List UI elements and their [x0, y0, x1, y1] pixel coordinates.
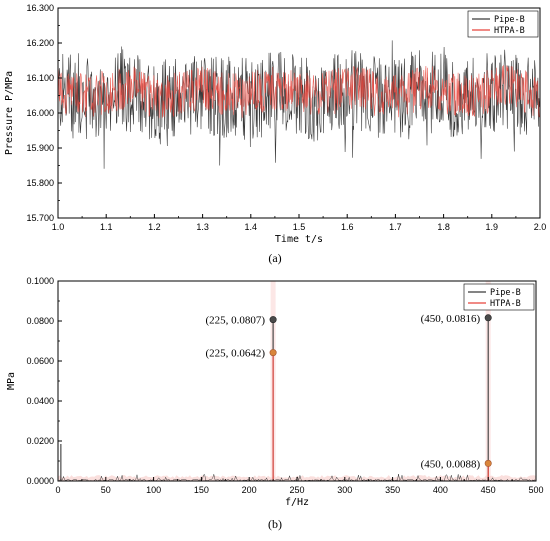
- legend-box: [467, 10, 539, 38]
- y-tick-label: 15.800: [26, 178, 54, 188]
- x-axis-title: Time t/s: [275, 234, 323, 245]
- x-tick-label: 1.2: [148, 222, 161, 232]
- pipe-b-noise: [58, 473, 536, 481]
- x-tick-label: 400: [433, 485, 448, 495]
- x-tick-label: 500: [528, 485, 543, 495]
- annotation-marker: [269, 316, 277, 324]
- annotation-label: (450, 0.0816): [421, 313, 481, 325]
- legend-label: HTPA-B: [490, 299, 521, 309]
- x-tick-label: 200: [242, 485, 257, 495]
- y-tick-label: 15.900: [26, 143, 54, 153]
- y-tick-label: 16.000: [26, 108, 54, 118]
- x-tick-label: 2.0: [534, 222, 547, 232]
- x-tick-label: 1.3: [196, 222, 209, 232]
- series-line-htpa-b: [58, 65, 540, 119]
- x-tick-label: 450: [481, 485, 496, 495]
- x-tick-label: 1.4: [245, 222, 258, 232]
- x-tick-label: 50: [101, 485, 111, 495]
- plot-area: [58, 40, 540, 169]
- legend-label: Pipe-B: [494, 15, 525, 25]
- y-tick-label: 0.0000: [26, 476, 54, 486]
- x-tick-label: 1.0: [52, 222, 65, 232]
- legend-box: [463, 283, 535, 311]
- y-axis-title: MPa: [6, 372, 17, 390]
- x-tick-label: 250: [289, 485, 304, 495]
- x-tick-label: 100: [146, 485, 161, 495]
- x-axis-title: f/Hz: [285, 497, 309, 508]
- y-tick-label: 0.0200: [26, 436, 54, 446]
- y-tick-label: 16.200: [26, 38, 54, 48]
- plot-frame: [57, 280, 537, 482]
- x-tick-label: 1.1: [100, 222, 113, 232]
- panel-label: (a): [268, 251, 281, 265]
- x-tick-label: 1.6: [341, 222, 354, 232]
- y-tick-label: 16.300: [26, 3, 54, 13]
- x-tick-label: 1.8: [437, 222, 450, 232]
- x-tick-label: 1.9: [486, 222, 499, 232]
- y-tick-label: 16.100: [26, 73, 54, 83]
- x-tick-label: 0: [55, 485, 60, 495]
- annotation-marker: [484, 314, 492, 322]
- y-tick-label: 0.1000: [26, 276, 54, 286]
- plot-area: [58, 281, 536, 481]
- legend-label: Pipe-B: [490, 288, 521, 298]
- y-tick-label: 0.0400: [26, 396, 54, 406]
- chart-panel-a: 1.0 1.1 1.2 1.3 1.4 1.5 1.6 1.7 1.8 1.9 2.0 15.700 1…: [4, 3, 546, 265]
- annotation-marker: [484, 459, 492, 467]
- y-tick-label: 0.0800: [26, 316, 54, 326]
- chart-panel-b: (225, 0.0807) (225, 0.0642) (450, 0.0816) (…: [6, 276, 544, 531]
- annotation-label: (225, 0.0642): [206, 348, 266, 360]
- y-tick-label: 0.0600: [26, 356, 54, 366]
- annotation-label: (450, 0.0088): [421, 458, 481, 470]
- legend-label: HTPA-B: [494, 26, 525, 36]
- panel-label: (b): [268, 517, 282, 531]
- y-axis-title: Pressure P/MPa: [4, 71, 15, 155]
- annotation-marker: [269, 349, 277, 357]
- y-tick-label: 15.700: [26, 213, 54, 223]
- x-tick-label: 300: [337, 485, 352, 495]
- annotation-label: (225, 0.0807): [206, 315, 266, 327]
- x-tick-label: 1.7: [389, 222, 402, 232]
- x-tick-label: 1.5: [293, 222, 306, 232]
- x-tick-label: 150: [194, 485, 209, 495]
- x-tick-label: 350: [385, 485, 400, 495]
